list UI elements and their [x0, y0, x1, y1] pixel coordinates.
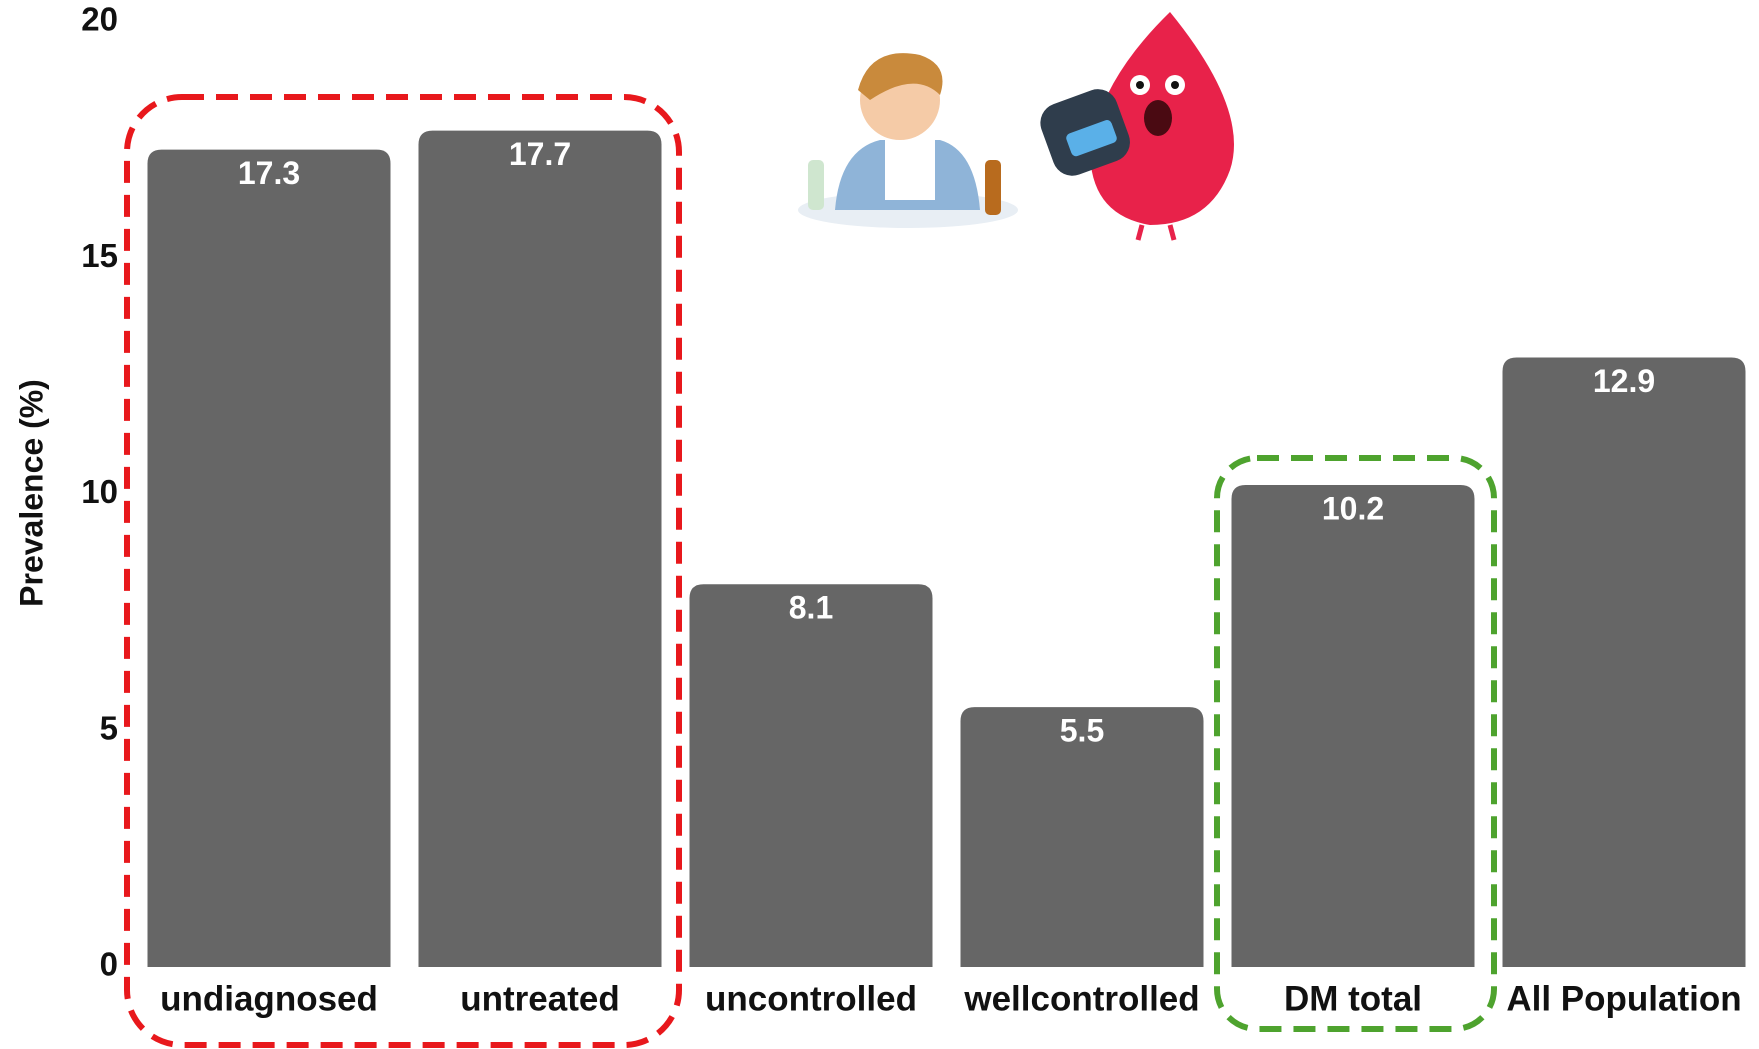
- highlight-box: [124, 94, 682, 1048]
- value-label: 17.7: [509, 136, 571, 172]
- value-label: 5.5: [1060, 713, 1104, 749]
- bar: [147, 149, 391, 967]
- y-tick-label: 10: [81, 473, 118, 510]
- blood-drop-illustration: [1040, 12, 1234, 241]
- value-label: 17.3: [238, 155, 300, 191]
- bar: [689, 584, 933, 967]
- x-tick-label: wellcontrolled: [963, 979, 1199, 1018]
- bar: [418, 130, 662, 968]
- x-tick-label: untreated: [460, 979, 619, 1018]
- y-axis-title: Prevalence (%): [13, 379, 49, 607]
- y-tick-label: 15: [81, 237, 118, 274]
- x-tick-label: uncontrolled: [705, 979, 917, 1018]
- bar: [1231, 485, 1475, 967]
- y-tick-label: 5: [100, 709, 118, 746]
- bar: [960, 707, 1204, 967]
- x-tick-label: DM total: [1284, 979, 1422, 1018]
- value-label: 10.2: [1322, 491, 1384, 527]
- x-tick-label: undiagnosed: [160, 979, 378, 1018]
- x-tick-label: All Population: [1506, 979, 1741, 1018]
- value-label: 12.9: [1593, 363, 1655, 399]
- value-label: 8.1: [789, 590, 833, 626]
- y-tick-label: 20: [81, 1, 118, 38]
- person-illustration: [798, 53, 1018, 228]
- bar: [1502, 357, 1746, 968]
- y-tick-label: 0: [100, 946, 118, 983]
